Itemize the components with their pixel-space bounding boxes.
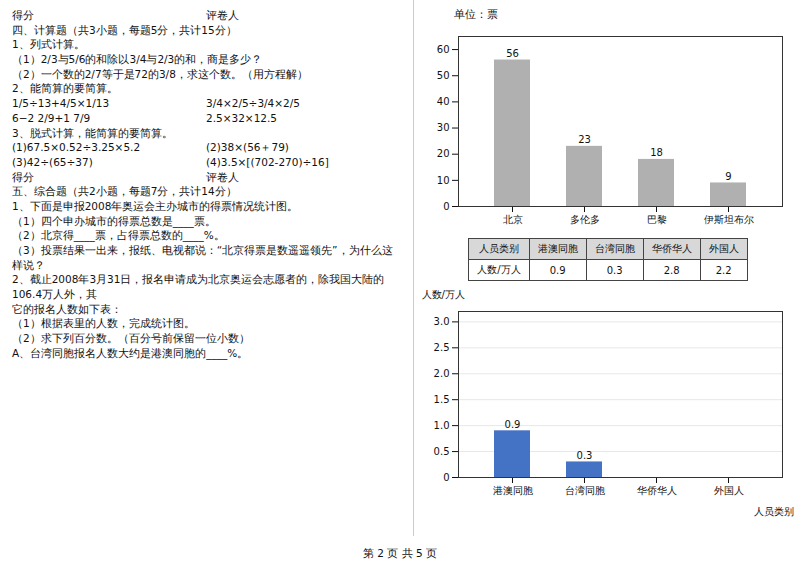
html-text:3、脱式计算，能简算的要简算。: 3、脱式计算，能简算的要简算。 [12, 126, 173, 139]
svg-text:1.0: 1.0 [434, 420, 450, 431]
svg-text:1.5: 1.5 [434, 394, 450, 405]
html-text:得分: 得分 [12, 9, 34, 21]
html-text:（1）根据表里的人数，完成统计图。: （1）根据表里的人数，完成统计图。 [12, 317, 195, 330]
html-text:人数/万人: 人数/万人 [477, 264, 521, 275]
html-text:人员类别: 人员类别 [479, 243, 519, 254]
html-text:（2）求下列百分数。（百分号前保留一位小数）: （2）求下列百分数。（百分号前保留一位小数） [12, 332, 250, 345]
html-text:1/5÷13+4/5×1/13: 1/5÷13+4/5×1/13 [12, 97, 110, 110]
html-text:港澳同胞: 港澳同胞 [537, 243, 578, 254]
svg-text:0.9: 0.9 [505, 419, 521, 430]
svg-text:0: 0 [443, 201, 449, 212]
html-text:1、列式计算。: 1、列式计算。 [12, 38, 85, 51]
svg-text:0: 0 [443, 472, 449, 483]
svg-text:30: 30 [437, 122, 450, 133]
html-text:2.5×32×12.5: 2.5×32×12.5 [206, 111, 277, 124]
html-text:2.8: 2.8 [663, 264, 680, 276]
html-text:(1)67.5×0.52÷3.25×5.2: (1)67.5×0.52÷3.25×5.2 [12, 141, 141, 154]
html-text:台湾同胞: 台湾同胞 [594, 243, 635, 254]
svg-text:港澳同胞: 港澳同胞 [493, 485, 533, 496]
html-text:它的报名人数如下表：: 它的报名人数如下表： [12, 302, 122, 315]
svg-text:人数/万人: 人数/万人 [422, 289, 465, 300]
html-text:五、综合题（共2小题，每题7分，共计14分）: 五、综合题（共2小题，每题7分，共计14分） [12, 185, 237, 198]
svg-text:2.0: 2.0 [434, 368, 450, 379]
svg-text:56: 56 [506, 48, 519, 59]
html-text:3/4×2/5÷3/4×2/5: 3/4×2/5÷3/4×2/5 [206, 97, 300, 110]
html-text:华侨华人: 华侨华人 [651, 243, 692, 254]
html-text:2.2: 2.2 [715, 264, 732, 276]
html-text:（1）四个申办城市的得票总数是____票。: （1）四个申办城市的得票总数是____票。 [12, 214, 216, 227]
html-text:单位：票: 单位：票 [454, 8, 498, 20]
html-text:（2）北京得____票，占得票总数的____%。: （2）北京得____票，占得票总数的____%。 [12, 229, 225, 242]
html-text:评卷人: 评卷人 [206, 9, 239, 21]
svg-text:23: 23 [578, 134, 591, 145]
html-text:（3）投票结果一出来，报纸、电视都说：“北京得票是数遥遥领先: （3）投票结果一出来，报纸、电视都说：“北京得票是数遥遥领先”，为什么这样说？ [12, 244, 393, 271]
html-text:第 2 页 共 5 页: 第 2 页 共 5 页 [363, 547, 437, 559]
html-text:2、能简算的要简算。: 2、能简算的要简算。 [12, 82, 118, 95]
html-text:2、截止2008年3月31日，报名申请成为北京奥运会志愿者的: 2、截止2008年3月31日，报名申请成为北京奥运会志愿者的，除我国大陆的106… [12, 273, 385, 301]
svg-text:2.5: 2.5 [434, 342, 450, 353]
svg-text:50: 50 [437, 70, 450, 81]
svg-text:台湾同胞: 台湾同胞 [565, 485, 605, 496]
html-text:（2）一个数的2/7等于是72的3/8，求这个数。（用方程解: （2）一个数的2/7等于是72的3/8，求这个数。（用方程解） [12, 67, 308, 80]
html-text:(3)42÷(65÷37): (3)42÷(65÷37) [12, 155, 93, 168]
html-text:A、台湾同胞报名人数大约是港澳同胞的____%。: A、台湾同胞报名人数大约是港澳同胞的____%。 [12, 346, 249, 359]
html-text:1、下面是申报2008年奥运会主办城市的得票情况统计图。: 1、下面是申报2008年奥运会主办城市的得票情况统计图。 [12, 199, 299, 212]
html-text:0.3: 0.3 [606, 264, 623, 276]
html-text:得分: 得分 [12, 170, 34, 183]
svg-text:60: 60 [437, 44, 450, 55]
svg-text:40: 40 [437, 96, 450, 107]
svg-text:3.0: 3.0 [434, 316, 450, 327]
svg-text:多伦多: 多伦多 [570, 214, 600, 225]
svg-text:伊斯坦布尔: 伊斯坦布尔 [704, 214, 754, 225]
svg-text:9: 9 [725, 171, 731, 182]
html-text:6−2 2/9+1 7/9: 6−2 2/9+1 7/9 [12, 111, 91, 124]
svg-text:人员类别: 人员类别 [754, 506, 794, 517]
svg-text:北京: 北京 [503, 214, 523, 225]
svg-text:外国人: 外国人 [714, 485, 744, 496]
svg-text:10: 10 [437, 175, 450, 186]
svg-text:0.5: 0.5 [434, 446, 450, 457]
html-text:评卷人: 评卷人 [206, 170, 239, 183]
svg-text:华侨华人: 华侨华人 [637, 485, 677, 496]
svg-text:0.3: 0.3 [577, 450, 593, 461]
svg-text:巴黎: 巴黎 [647, 214, 667, 225]
html-text:四、计算题（共3小题，每题5分，共计15分）: 四、计算题（共3小题，每题5分，共计15分） [12, 23, 237, 36]
svg-text:20: 20 [437, 148, 450, 159]
html-text:（1）2/3与5/6的和除以3/4与2/3的和，商是多少？: （1）2/3与5/6的和除以3/4与2/3的和，商是多少？ [12, 53, 263, 66]
html-text:0.9: 0.9 [549, 264, 566, 276]
html-text:外国人: 外国人 [708, 243, 739, 254]
svg-text:18: 18 [650, 147, 663, 158]
html-text:(2)38×(56＋79): (2)38×(56＋79) [206, 141, 289, 154]
html-text:(4)3.5×[(702-270)÷16]: (4)3.5×[(702-270)÷16] [206, 155, 329, 168]
